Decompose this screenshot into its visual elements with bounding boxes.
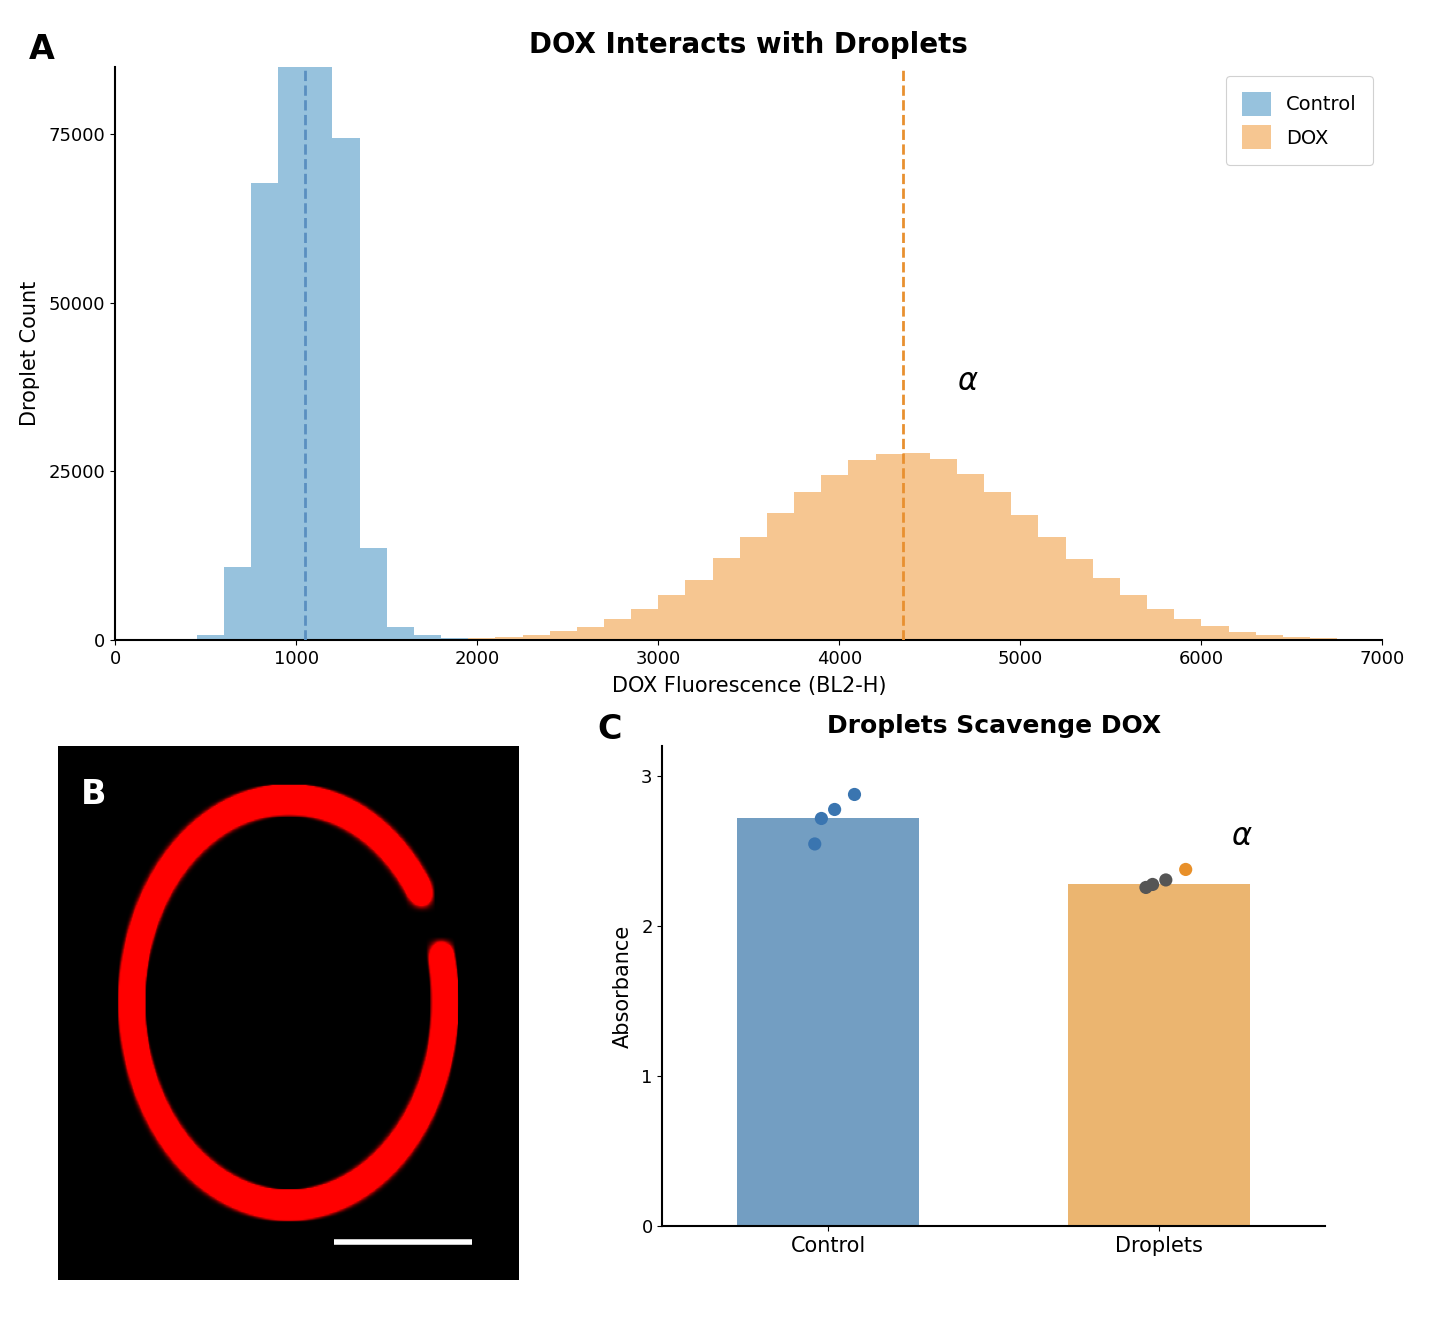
Point (1155, 869, 1178, 890)
Bar (550, 632, 577, 640)
X-axis label: DOX Fluorescence (BL2-H): DOX Fluorescence (BL2-H) (612, 676, 886, 696)
Bar (984, 492, 1011, 640)
Point (804, 833, 827, 854)
Text: B: B (81, 778, 107, 812)
Bar (1066, 559, 1093, 640)
Bar (1038, 537, 1066, 640)
Bar (768, 513, 793, 640)
Bar (360, 548, 387, 640)
Bar (1011, 515, 1038, 640)
Bar (1310, 639, 1338, 640)
Bar (740, 537, 768, 640)
Bar (1256, 635, 1283, 640)
Text: $\alpha$: $\alpha$ (1231, 822, 1253, 852)
Bar (903, 453, 930, 640)
Point (1135, 877, 1158, 898)
Bar (1228, 632, 1256, 640)
Bar (333, 139, 360, 640)
Bar (848, 460, 876, 640)
Title: Droplets Scavenge DOX: Droplets Scavenge DOX (827, 713, 1161, 737)
Bar (930, 459, 958, 640)
Text: C: C (598, 713, 622, 746)
Bar (197, 636, 223, 640)
Bar (1283, 637, 1310, 640)
Bar (793, 492, 821, 640)
Bar (737, 818, 919, 1226)
Point (1140, 874, 1164, 896)
Bar (658, 595, 685, 640)
Bar (1068, 885, 1250, 1226)
Bar (1120, 596, 1148, 640)
Bar (1093, 579, 1120, 640)
Bar (1201, 627, 1228, 640)
Point (1174, 858, 1197, 880)
Legend: Control, DOX: Control, DOX (1225, 76, 1372, 165)
Bar (713, 559, 740, 640)
Bar (821, 475, 848, 640)
Bar (223, 567, 251, 640)
Point (842, 784, 865, 805)
Text: $\alpha$: $\alpha$ (958, 368, 979, 396)
Bar (631, 609, 658, 640)
Bar (685, 580, 713, 640)
Title: DOX Interacts with Droplets: DOX Interacts with Droplets (530, 31, 968, 59)
Bar (495, 637, 523, 640)
Bar (251, 183, 278, 640)
Bar (603, 619, 631, 640)
Bar (278, 0, 305, 640)
Bar (413, 636, 441, 640)
Text: A: A (29, 33, 55, 67)
Bar (1148, 609, 1174, 640)
Bar (441, 637, 468, 640)
Bar (577, 627, 603, 640)
Bar (1174, 619, 1201, 640)
Bar (468, 639, 495, 640)
Bar (523, 635, 550, 640)
Bar (305, 0, 333, 640)
Y-axis label: Absorbance: Absorbance (613, 925, 632, 1048)
Bar (958, 475, 984, 640)
Point (809, 808, 832, 829)
Point (824, 798, 847, 820)
Y-axis label: Droplet Count: Droplet Count (20, 281, 40, 425)
Bar (387, 627, 413, 640)
Bar (876, 453, 903, 640)
